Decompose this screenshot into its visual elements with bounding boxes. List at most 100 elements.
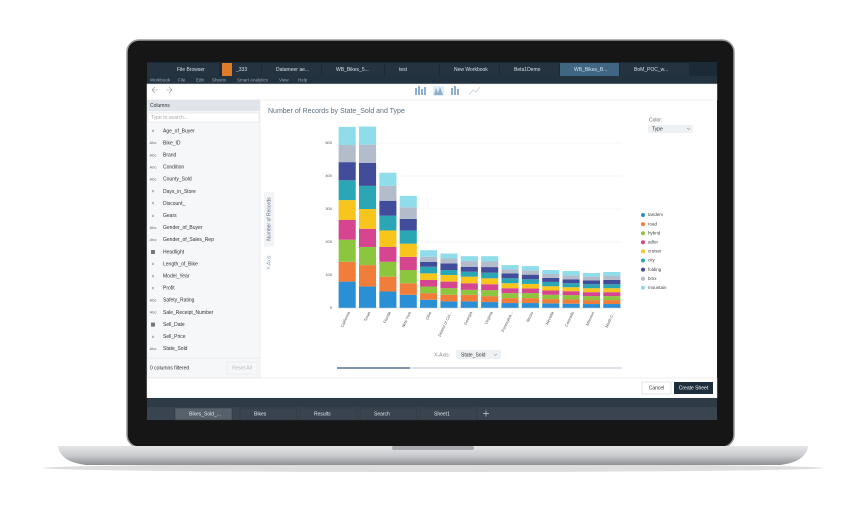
bar-segment[interactable]	[501, 265, 519, 270]
bar-segment[interactable]	[562, 287, 580, 292]
bar-segment[interactable]	[420, 286, 438, 294]
bar-segment[interactable]	[603, 304, 621, 308]
tab[interactable]	[560, 63, 619, 76]
bar-segment[interactable]	[582, 273, 601, 277]
bar-segment[interactable]	[358, 185, 377, 209]
bar-segment[interactable]	[338, 200, 356, 220]
bar-segment[interactable]	[481, 296, 499, 303]
bar-segment[interactable]	[338, 126, 356, 145]
field-name[interactable]: State_Sold	[163, 346, 188, 352]
bar-segment[interactable]	[562, 303, 580, 308]
bar-segment[interactable]	[501, 303, 519, 308]
bar-segment[interactable]	[582, 304, 601, 308]
bar-segment[interactable]	[582, 280, 601, 285]
menu-item[interactable]: Workbook	[150, 78, 171, 83]
bar-segment[interactable]	[501, 278, 519, 284]
bar-segment[interactable]	[379, 172, 397, 186]
bar-segment[interactable]	[399, 207, 417, 219]
scroll-thumb[interactable]	[337, 367, 410, 369]
bar-segment[interactable]	[460, 256, 478, 262]
bar-segment[interactable]	[379, 185, 397, 201]
bar-segment[interactable]	[481, 278, 499, 285]
bar-segment[interactable]	[501, 269, 519, 274]
bar-segment[interactable]	[440, 253, 458, 259]
create-button[interactable]	[674, 382, 713, 394]
field-name[interactable]: Condition	[163, 165, 184, 171]
bar-segment[interactable]	[338, 180, 356, 201]
bar-segment[interactable]	[521, 266, 539, 271]
bar-segment[interactable]	[338, 261, 356, 282]
field-name[interactable]: County_Sold	[163, 177, 192, 183]
bar-segment[interactable]	[399, 218, 417, 231]
bar-segment[interactable]	[440, 281, 458, 289]
bar-segment[interactable]	[399, 270, 417, 284]
bar-segment[interactable]	[582, 284, 601, 289]
bar-segment[interactable]	[358, 144, 377, 163]
tab[interactable]	[262, 63, 321, 76]
bar-segment[interactable]	[379, 230, 397, 247]
legend-label[interactable]: adler	[648, 239, 659, 244]
menu-item[interactable]: Smart Analytics	[237, 78, 269, 83]
field-name[interactable]: Gender_of_Sales_Rep	[163, 237, 214, 243]
bar-segment[interactable]	[460, 261, 478, 267]
search-box[interactable]	[147, 112, 260, 123]
bar-segment[interactable]	[399, 283, 417, 295]
bar-segment[interactable]	[420, 273, 438, 280]
field-name[interactable]: Headlight	[163, 249, 185, 255]
bar-segment[interactable]	[440, 275, 458, 282]
bar-segment[interactable]	[358, 162, 377, 186]
bar-segment[interactable]	[379, 246, 397, 262]
bar-segment[interactable]	[358, 228, 377, 247]
bar-segment[interactable]	[562, 283, 580, 288]
bar-segment[interactable]	[582, 288, 601, 293]
field-name[interactable]: Sell_Date	[163, 322, 185, 328]
bar-segment[interactable]	[582, 276, 601, 281]
bar-segment[interactable]	[440, 294, 458, 302]
bar-segment[interactable]	[420, 266, 438, 274]
bar-segment[interactable]	[420, 293, 438, 300]
bar-segment[interactable]	[542, 290, 560, 295]
bar-segment[interactable]	[501, 283, 519, 289]
bar-segment[interactable]	[440, 258, 458, 264]
reset-button[interactable]	[226, 361, 258, 375]
bar-segment[interactable]	[582, 300, 601, 305]
bar-segment[interactable]	[542, 286, 560, 291]
cancel-button[interactable]	[641, 381, 672, 395]
menu-item[interactable]: File	[178, 78, 186, 83]
bar-segment[interactable]	[501, 273, 519, 279]
bar-segment[interactable]	[501, 293, 519, 299]
bar-segment[interactable]	[542, 294, 560, 300]
tab[interactable]	[385, 63, 439, 76]
bar-segment[interactable]	[603, 296, 621, 301]
bar-segment[interactable]	[603, 275, 621, 280]
bar-segment[interactable]	[338, 219, 356, 240]
bar-segment[interactable]	[460, 289, 478, 295]
sheet-tab[interactable]	[359, 407, 418, 421]
menu-item[interactable]: Sheets	[212, 78, 227, 83]
tab[interactable]	[620, 63, 689, 76]
legend-label[interactable]: bmx	[648, 276, 657, 281]
bar-segment[interactable]	[379, 276, 397, 292]
bar-segment[interactable]	[481, 284, 499, 291]
legend-label[interactable]: mountain	[648, 285, 667, 290]
bar-segment[interactable]	[440, 288, 458, 295]
bar-segment[interactable]	[358, 246, 377, 266]
menu-item[interactable]: Edit	[196, 78, 205, 83]
bar-segment[interactable]	[603, 292, 621, 297]
field-name[interactable]: Profit	[163, 286, 175, 292]
bar-segment[interactable]	[481, 272, 499, 279]
bar-segment[interactable]	[460, 301, 478, 308]
bar-segment[interactable]	[562, 299, 580, 304]
bar-segment[interactable]	[399, 243, 417, 257]
bar-segment[interactable]	[338, 162, 356, 181]
bar-segment[interactable]	[562, 275, 580, 280]
bar-segment[interactable]	[521, 303, 539, 308]
bar-segment[interactable]	[358, 286, 377, 308]
bar-segment[interactable]	[481, 261, 499, 268]
bar-segment[interactable]	[603, 279, 621, 285]
bar-segment[interactable]	[460, 271, 478, 277]
legend-label[interactable]: cruiser	[648, 249, 662, 254]
bar-segment[interactable]	[521, 293, 539, 299]
legend-label[interactable]: tandem	[648, 212, 663, 217]
bar-segment[interactable]	[481, 290, 499, 297]
